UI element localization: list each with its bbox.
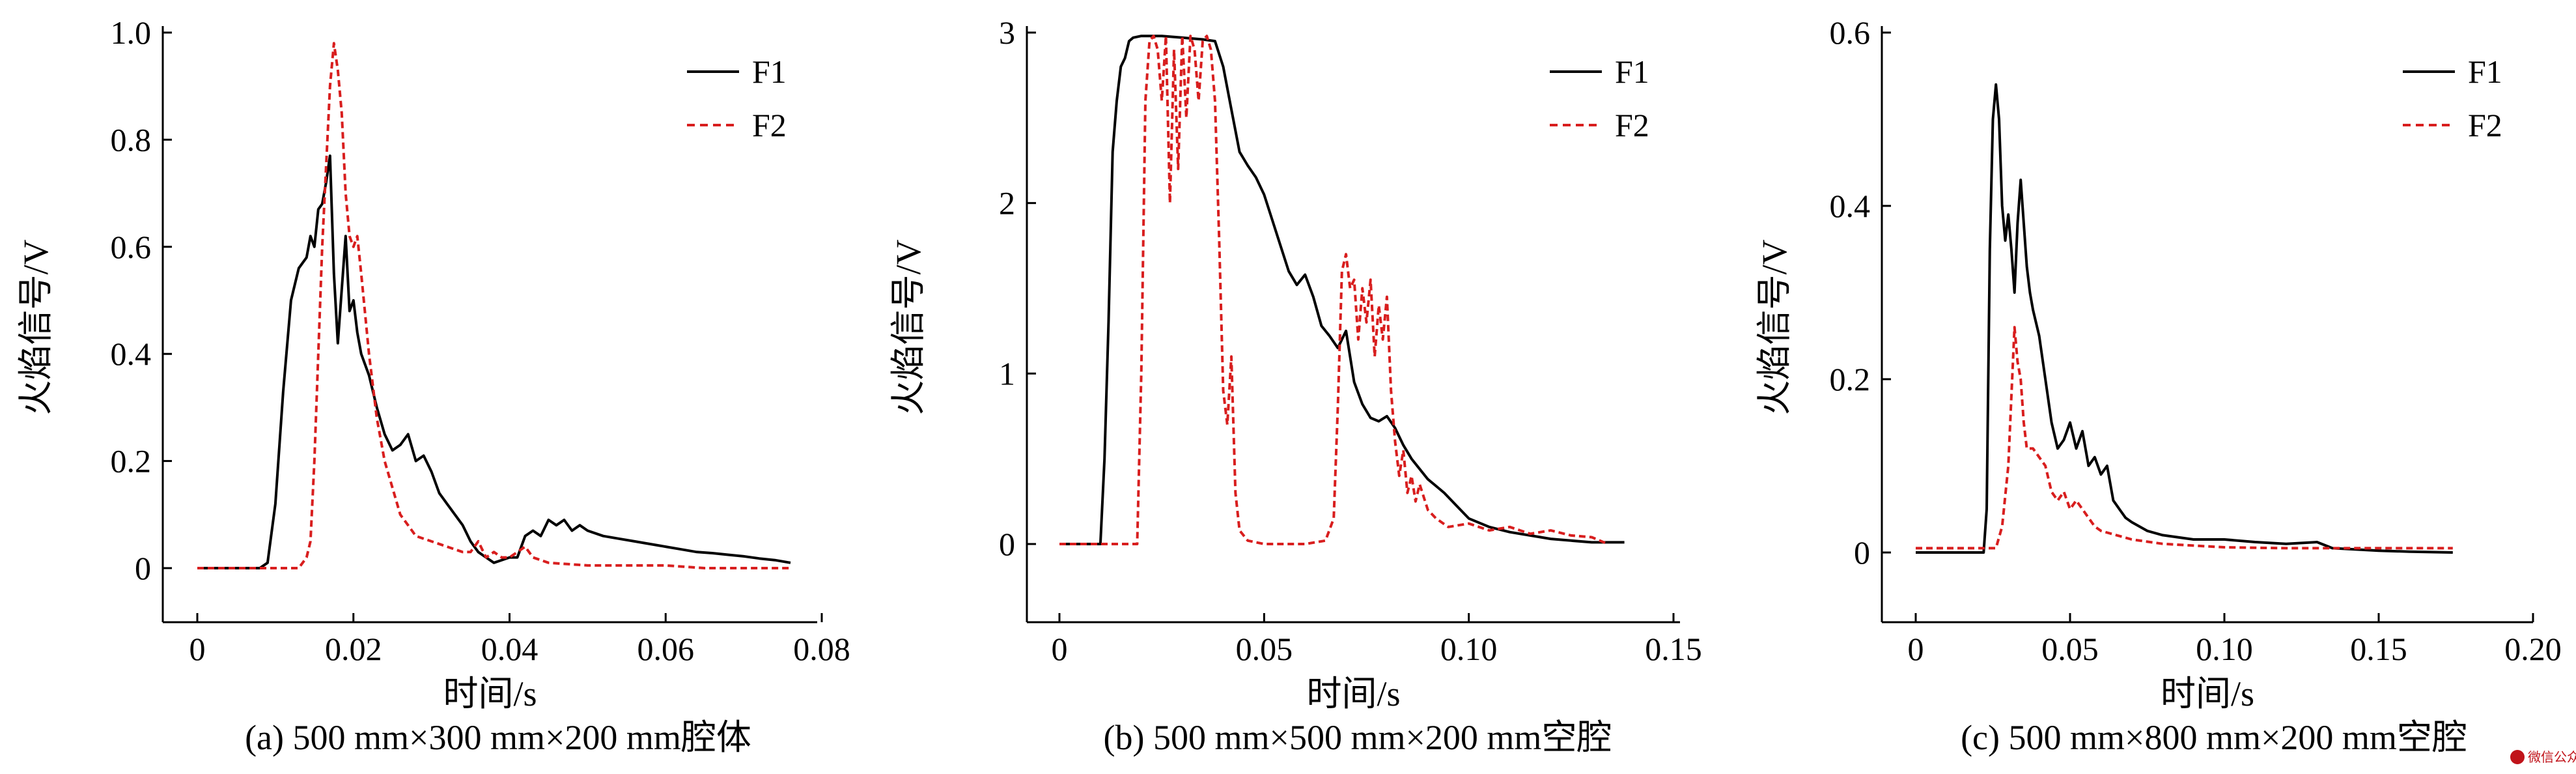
x-tick-label: 0 — [1052, 631, 1068, 667]
legend-label: F1 — [1615, 53, 1649, 90]
panel-caption: (b) 500 mm×500 mm×200 mm空腔 — [1104, 718, 1612, 757]
series-line-f1 — [1916, 83, 2453, 554]
x-tick-label: 0.05 — [1236, 631, 1293, 667]
series-line-f2 — [1059, 35, 1609, 545]
series-group — [1059, 35, 1625, 545]
series-line-f1 — [197, 154, 791, 569]
y-tick-label: 0.2 — [1830, 361, 1871, 397]
legend-label: F1 — [752, 53, 787, 90]
y-tick-label: 3 — [999, 14, 1015, 51]
series-line-f2 — [1916, 326, 2453, 550]
series-line-f1 — [1059, 35, 1625, 545]
x-tick-label: 0 — [189, 631, 206, 667]
x-tick-label: 0.10 — [1440, 631, 1498, 667]
watermark-text: 微信公众号 · 燃烧 — [2528, 749, 2576, 765]
x-axis-label: 时间/s — [443, 674, 537, 713]
y-tick-label: 1.0 — [111, 14, 152, 51]
x-tick-label: 0.10 — [2196, 631, 2253, 667]
x-tick-label: 0.05 — [2041, 631, 2099, 667]
y-tick-label: 0.2 — [111, 443, 152, 480]
y-axis-label: 火焰信号/V — [889, 239, 928, 415]
axes: 0 0.05 0.10 0.15 0.20 0 0.2 0.4 0.6 — [1830, 14, 2562, 667]
y-tick-label: 0 — [135, 550, 151, 586]
y-tick-label: 0 — [1854, 534, 1870, 571]
chart-panels: 0 0.02 0.04 0.06 0.08 0 0.2 0.4 0.6 0.8 1.0 时间/s 火焰信… — [16, 14, 2562, 757]
axes: 0 0.02 0.04 0.06 0.08 0 0.2 0.4 0.6 0.8 1.0 — [111, 14, 850, 667]
watermark: 微信公众号 · 燃烧 — [2510, 749, 2576, 765]
y-tick-label: 0.4 — [111, 336, 152, 372]
series-line-f2 — [197, 42, 791, 569]
series-group — [1916, 83, 2453, 554]
y-tick-label: 2 — [999, 185, 1015, 222]
x-tick-label: 0.15 — [1645, 631, 1702, 667]
y-axis-label: 火焰信号/V — [16, 239, 55, 415]
x-tick-label: 0.15 — [2350, 631, 2407, 667]
legend-label: F2 — [2468, 107, 2502, 143]
legend-label: F2 — [752, 107, 787, 143]
chart-panel-2: 0 0.05 0.10 0.15 0 1 2 3 时间/s 火焰信号/V (b) 500 mm×50… — [889, 14, 1702, 757]
chart-panel-3: 0 0.05 0.10 0.15 0.20 0 0.2 0.4 0.6 时间/s 火焰信号/V (c)… — [1755, 14, 2562, 757]
series-group — [197, 42, 791, 569]
panel-caption: (c) 500 mm×800 mm×200 mm空腔 — [1961, 718, 2467, 757]
x-tick-label: 0.08 — [793, 631, 850, 667]
y-tick-label: 0.6 — [1830, 14, 1871, 51]
y-tick-label: 0.8 — [111, 121, 152, 158]
x-tick-label: 0 — [1908, 631, 1924, 667]
y-axis-label: 火焰信号/V — [1755, 239, 1794, 415]
legend-label: F2 — [1615, 107, 1649, 143]
legend-label: F1 — [2468, 53, 2502, 90]
chart-panel-1: 0 0.02 0.04 0.06 0.08 0 0.2 0.4 0.6 0.8 1.0 时间/s 火焰信… — [16, 14, 850, 757]
x-tick-label: 0.02 — [325, 631, 382, 667]
x-axis-label: 时间/s — [2161, 674, 2254, 713]
y-tick-label: 0 — [999, 526, 1015, 562]
watermark-logo-icon — [2510, 750, 2525, 764]
axes: 0 0.05 0.10 0.15 0 1 2 3 — [999, 14, 1702, 667]
x-axis-label: 时间/s — [1306, 674, 1400, 713]
x-tick-label: 0.20 — [2504, 631, 2562, 667]
y-tick-label: 0.4 — [1830, 188, 1871, 224]
y-tick-label: 0.6 — [111, 229, 152, 265]
x-tick-label: 0.06 — [637, 631, 695, 667]
x-tick-label: 0.04 — [481, 631, 539, 667]
y-tick-label: 1 — [999, 355, 1015, 392]
panel-caption: (a) 500 mm×300 mm×200 mm腔体 — [245, 718, 751, 757]
